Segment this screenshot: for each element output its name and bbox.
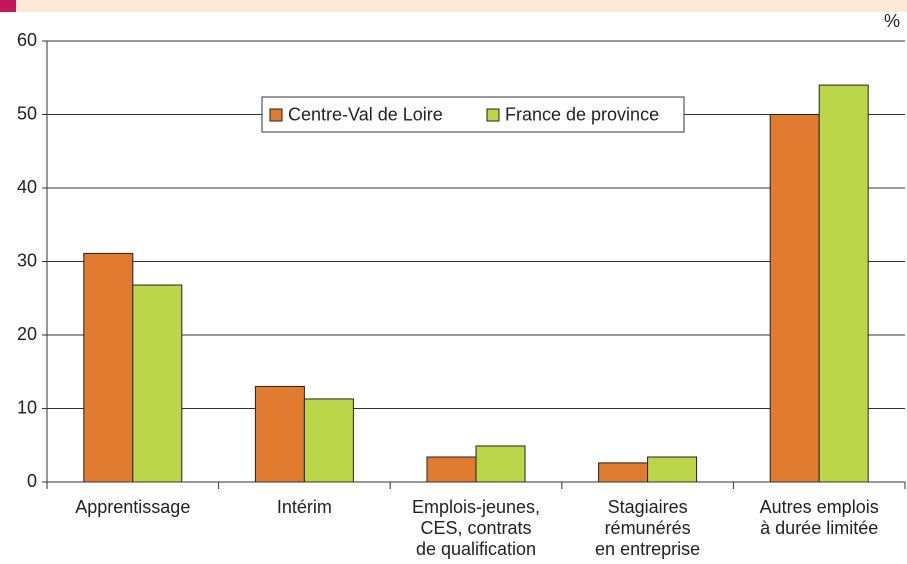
x-tick-label: en entreprise (595, 539, 700, 559)
y-tick-label: 20 (17, 324, 37, 344)
y-tick-label: 60 (17, 30, 37, 50)
x-tick-label: rémunérés (605, 518, 691, 538)
bar (303, 398, 354, 483)
legend-box (261, 96, 685, 133)
y-tick-label: 0 (27, 471, 37, 491)
legend-swatch (269, 108, 283, 122)
x-tick-label: Emplois-jeunes, (412, 497, 540, 517)
bar (647, 456, 698, 483)
y-tick-label: 50 (17, 103, 37, 123)
bar (598, 462, 649, 483)
x-tick-label: CES, contrats (420, 518, 531, 538)
x-tick-label: Intérim (277, 497, 332, 517)
header-band (0, 0, 907, 12)
bar (426, 456, 477, 483)
bar (475, 445, 526, 483)
header-marker (0, 0, 16, 12)
x-tick-label: Apprentissage (75, 497, 190, 517)
bar (132, 284, 183, 483)
bar (769, 114, 820, 483)
x-tick-label: de qualification (416, 539, 536, 559)
legend-swatch (486, 108, 500, 122)
bar (83, 252, 134, 483)
bar (254, 385, 305, 483)
legend-label: France de province (505, 104, 659, 124)
x-tick-label: Stagiaires (608, 497, 688, 517)
y-tick-label: 40 (17, 177, 37, 197)
x-tick-label: Autres emplois (760, 497, 879, 517)
legend-label: Centre-Val de Loire (288, 104, 443, 124)
y-tick-label: 30 (17, 250, 37, 270)
y-tick-label: 10 (17, 397, 37, 417)
x-tick-label: à durée limitée (760, 518, 878, 538)
bar (818, 84, 869, 483)
y-axis-unit: % (884, 11, 900, 31)
